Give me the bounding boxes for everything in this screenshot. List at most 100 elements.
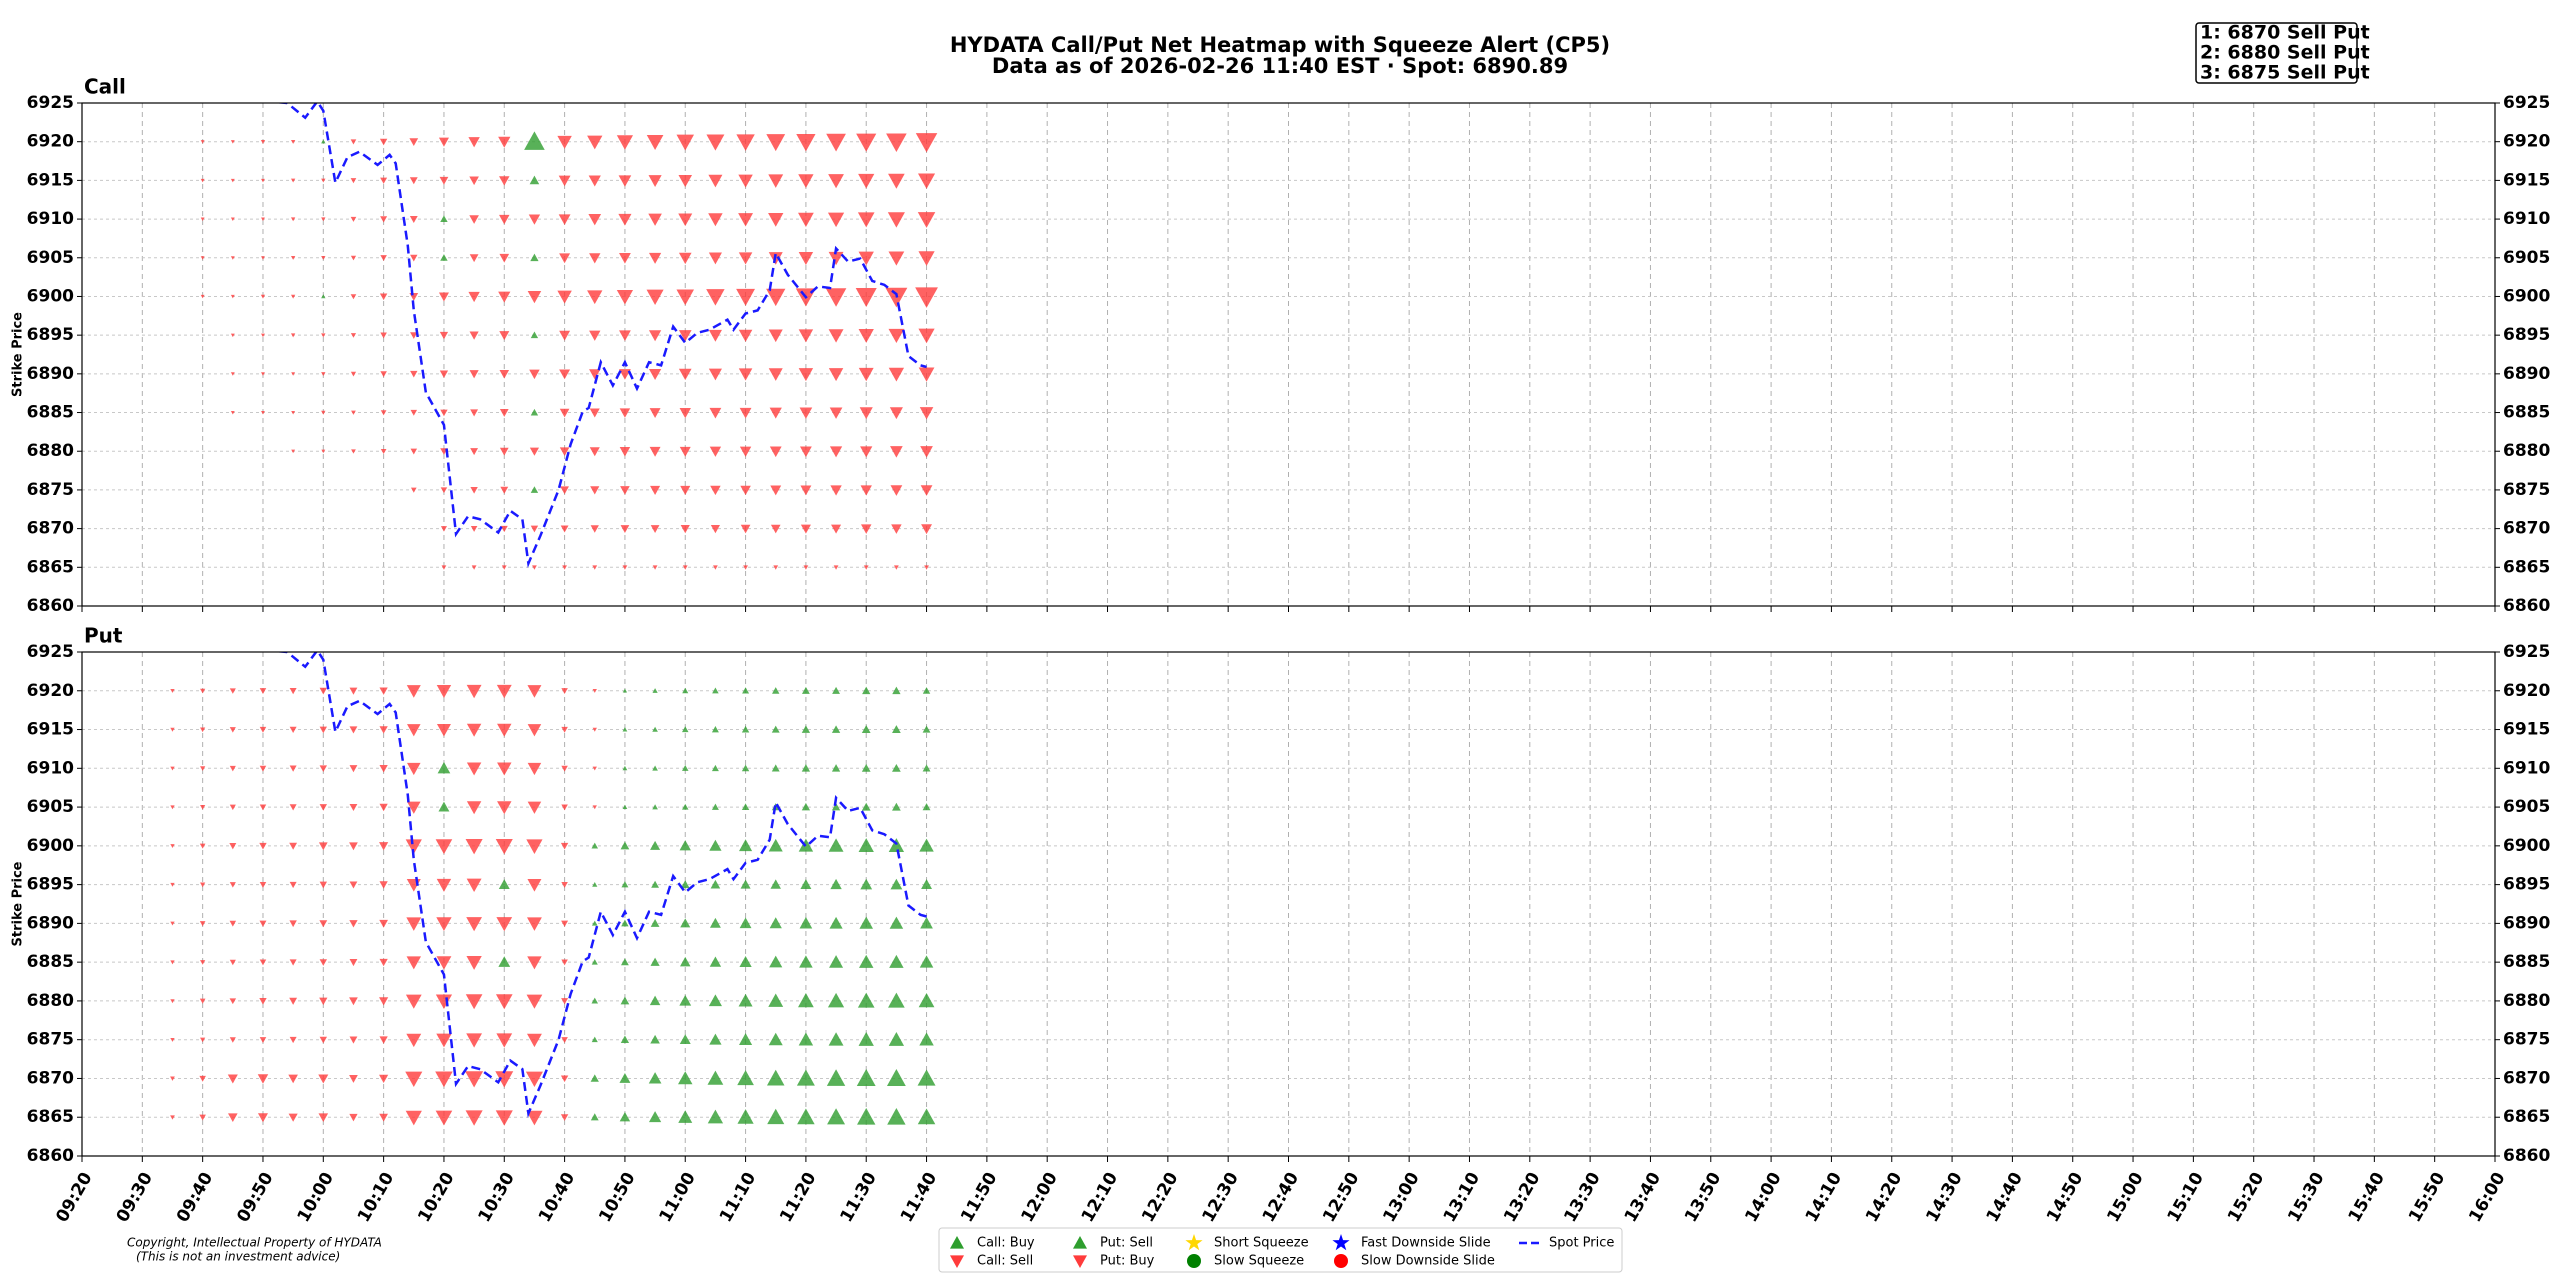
sell-marker <box>496 917 513 932</box>
sell-marker <box>200 960 206 965</box>
sell-marker <box>379 997 389 1006</box>
sell-marker <box>319 997 328 1006</box>
sell-marker <box>499 214 510 225</box>
sell-marker <box>766 134 786 152</box>
sell-marker <box>495 1071 514 1088</box>
buy-marker <box>767 1108 785 1125</box>
sell-marker <box>559 253 571 264</box>
sell-marker <box>562 565 567 570</box>
legend-label: Put: Sell <box>1100 1236 1153 1251</box>
panel: Put Strike Price 09:20 09:30 09:40 09:50 10:00… <box>11 624 2551 1226</box>
sell-marker <box>558 214 571 225</box>
sell-marker <box>229 688 236 694</box>
sell-marker <box>918 328 935 344</box>
sell-marker <box>438 137 449 147</box>
sell-marker <box>652 565 658 570</box>
sell-marker <box>261 372 265 376</box>
y-tick-label: 6885 <box>27 403 74 423</box>
y-tick-label: 6860 <box>2503 596 2550 616</box>
sell-marker <box>590 525 599 533</box>
sell-marker <box>321 410 326 415</box>
y-tick-label: 6870 <box>27 1068 74 1088</box>
sell-marker <box>321 333 326 338</box>
sell-marker <box>798 368 814 382</box>
sell-marker <box>436 684 452 698</box>
sell-marker <box>406 917 422 931</box>
buy-marker <box>919 838 934 852</box>
sell-marker <box>259 842 267 850</box>
buy-marker <box>529 175 540 185</box>
buy-marker <box>771 725 780 733</box>
sell-marker <box>200 804 206 810</box>
sell-marker <box>350 178 357 184</box>
buy-marker <box>862 686 871 695</box>
sell-marker <box>860 524 872 534</box>
sell-marker <box>230 372 235 376</box>
sell-marker <box>500 525 508 533</box>
buy-marker <box>826 1069 846 1086</box>
sell-marker <box>259 688 267 695</box>
sell-marker <box>229 959 236 966</box>
buy-marker <box>861 725 871 734</box>
y-tick-label: 6890 <box>2503 364 2550 384</box>
sell-marker <box>800 446 812 458</box>
sell-marker <box>230 294 235 299</box>
sell-marker <box>708 329 722 342</box>
sell-marker <box>350 139 357 145</box>
buy-marker <box>709 1033 722 1045</box>
sell-marker <box>561 804 568 811</box>
sell-marker <box>622 565 628 570</box>
buy-marker <box>650 840 661 850</box>
sell-marker <box>860 446 873 458</box>
sell-marker <box>650 525 660 533</box>
sell-marker <box>349 687 358 695</box>
alert-line: 2: 6880 Sell Put <box>2200 42 2370 64</box>
sell-marker <box>379 1074 389 1084</box>
sell-marker <box>350 333 357 338</box>
x-tick-label: 15:10 <box>2164 1169 2208 1226</box>
sell-marker <box>170 882 175 887</box>
sell-marker <box>739 446 752 457</box>
sell-marker <box>199 1114 206 1121</box>
sell-marker <box>440 526 447 532</box>
buy-marker <box>741 803 750 811</box>
spot-line <box>272 103 927 569</box>
sell-marker <box>528 214 541 225</box>
legend-label: Slow Downside Slide <box>1361 1254 1495 1269</box>
sell-marker <box>678 174 693 188</box>
sell-marker <box>890 446 903 458</box>
sell-marker <box>498 136 511 148</box>
sell-marker <box>527 956 542 970</box>
buy-marker <box>892 802 901 811</box>
buy-marker <box>708 994 722 1007</box>
sell-marker <box>526 917 542 931</box>
sell-marker <box>229 882 236 888</box>
sell-marker <box>406 956 422 970</box>
buy-marker <box>622 688 628 693</box>
sell-marker <box>170 805 175 810</box>
buy-marker <box>650 919 660 927</box>
sell-marker <box>405 839 422 854</box>
x-tick-label: 10:20 <box>414 1169 458 1226</box>
sell-marker <box>319 920 328 928</box>
sell-marker <box>496 1033 513 1048</box>
x-tick-label: 14:10 <box>1802 1169 1846 1226</box>
sell-marker <box>379 842 389 851</box>
x-tick-label: 14:50 <box>2043 1169 2087 1226</box>
sell-marker <box>469 370 479 379</box>
sell-marker <box>230 410 235 415</box>
y-tick-label: 6900 <box>2503 836 2550 856</box>
sell-marker <box>466 1033 482 1048</box>
sell-marker <box>592 805 597 810</box>
sell-marker <box>499 331 510 341</box>
sell-marker <box>527 291 542 304</box>
sell-marker <box>915 287 938 308</box>
sell-marker <box>436 1033 452 1048</box>
sell-marker <box>495 839 513 855</box>
sell-marker <box>713 565 718 570</box>
buy-marker <box>680 918 691 928</box>
sell-marker <box>769 446 782 458</box>
sell-marker <box>526 1033 542 1048</box>
legend-marker <box>1185 1234 1203 1251</box>
buy-marker <box>920 917 933 929</box>
